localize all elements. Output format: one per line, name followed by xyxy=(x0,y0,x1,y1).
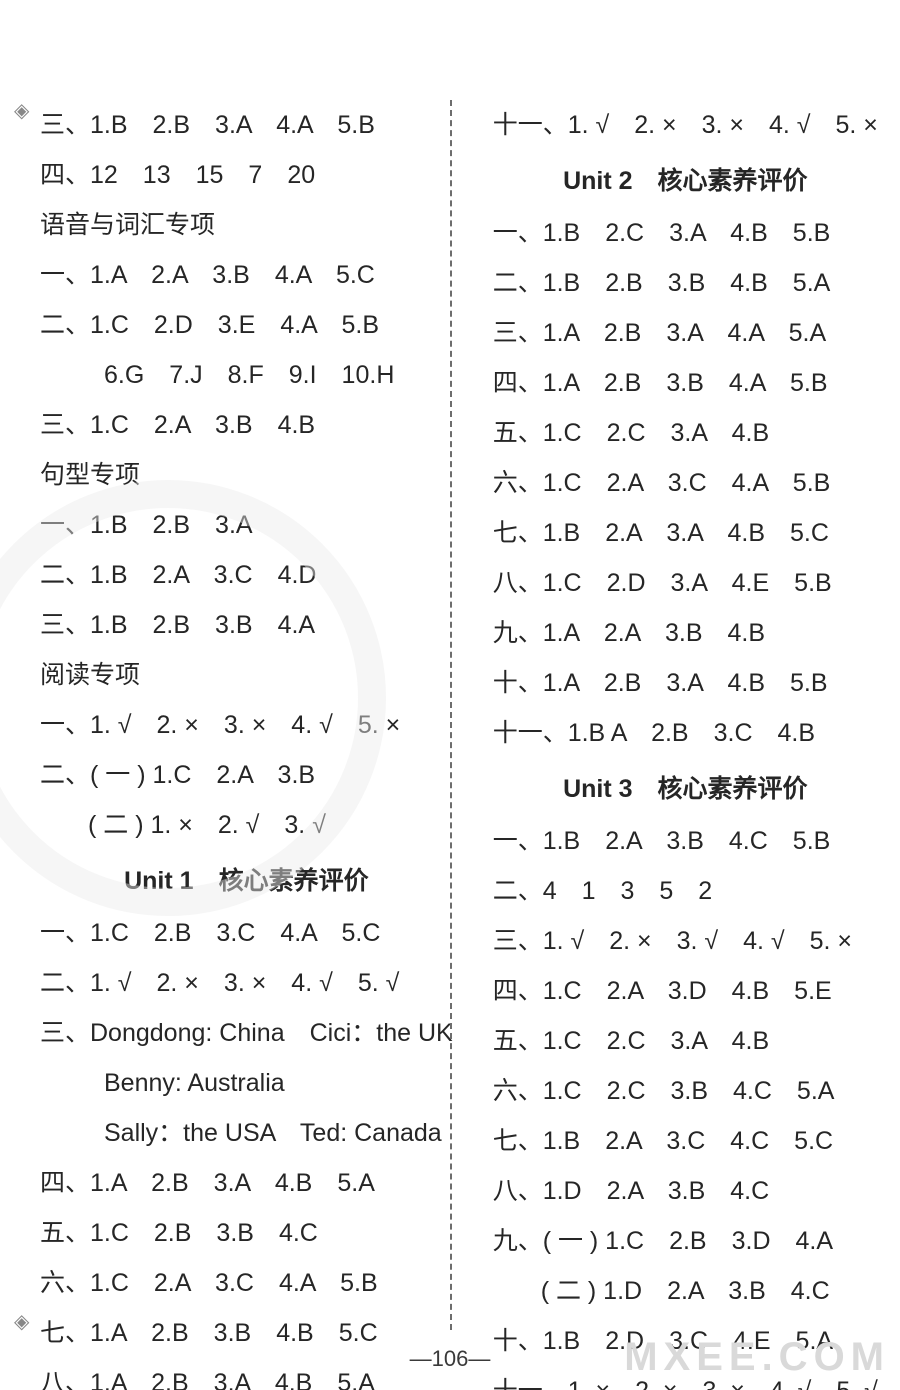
answer-row: 三、1.C 2.A 3.B 4.B xyxy=(40,400,453,450)
answer-row: 七、1.B 2.A 3.C 4.C 5.C xyxy=(493,1116,878,1166)
answer-row: 五、1.C 2.C 3.A 4.B xyxy=(493,1016,878,1066)
answer-row: 九、1.A 2.A 3.B 4.B xyxy=(493,608,878,658)
heading-text: 核心素养评价 xyxy=(194,867,369,895)
answer-row: 六、1.C 2.A 3.C 4.A 5.B xyxy=(40,1258,453,1308)
heading-text: 核心素养评价 xyxy=(633,167,808,195)
answer-row: 八、1.D 2.A 3.B 4.C xyxy=(493,1166,878,1216)
answer-row: 十一、1. √ 2. × 3. × 4. √ 5. × xyxy=(493,100,878,150)
answer-row: Sally：the USA Ted: Canada xyxy=(40,1108,453,1158)
answer-row: 一、1.B 2.A 3.B 4.C 5.B xyxy=(493,816,878,866)
answer-row: 二、( 一 ) 1.C 2.A 3.B xyxy=(40,750,453,800)
answer-row: 三、1.B 2.B 3.B 4.A xyxy=(40,600,453,650)
binding-mark-top: ◈ xyxy=(14,98,29,123)
answer-row: 十、1.A 2.B 3.A 4.B 5.B xyxy=(493,658,878,708)
answer-row: 句型专项 xyxy=(40,450,453,500)
section-heading: Unit 1 核心素养评价 xyxy=(40,856,453,906)
answer-row: 一、1.B 2.C 3.A 4.B 5.B xyxy=(493,208,878,258)
answer-row: 四、12 13 15 7 20 xyxy=(40,150,453,200)
answer-row: 6.G 7.J 8.F 9.I 10.H xyxy=(40,350,453,400)
answer-row: 二、4 1 3 5 2 xyxy=(493,866,878,916)
answer-row: ( 二 ) 1. × 2. √ 3. √ xyxy=(40,800,453,850)
answer-row: 语音与词汇专项 xyxy=(40,200,453,250)
answer-row: 二、1.B 2.B 3.B 4.B 5.A xyxy=(493,258,878,308)
answer-row: 四、1.A 2.B 3.B 4.A 5.B xyxy=(493,358,878,408)
column-divider xyxy=(450,100,452,1330)
right-column: 十一、1. √ 2. × 3. × 4. √ 5. × Unit 2 核心素养评价… xyxy=(471,100,878,1350)
unit-label: Unit 1 xyxy=(124,867,193,895)
answer-row: 一、1.A 2.A 3.B 4.A 5.C xyxy=(40,250,453,300)
answer-row: 三、Dongdong: China Cici：the UK xyxy=(40,1008,453,1058)
answer-row: 十一、1.B A 2.B 3.C 4.B xyxy=(493,708,878,758)
answer-row: 三、1.B 2.B 3.A 4.A 5.B xyxy=(40,100,453,150)
answer-row: 五、1.C 2.B 3.B 4.C xyxy=(40,1208,453,1258)
answer-row: 四、1.C 2.A 3.D 4.B 5.E xyxy=(493,966,878,1016)
answer-row: 三、1. √ 2. × 3. √ 4. √ 5. × xyxy=(493,916,878,966)
answer-row: 六、1.C 2.A 3.C 4.A 5.B xyxy=(493,458,878,508)
answer-row: 一、1.C 2.B 3.C 4.A 5.C xyxy=(40,908,453,958)
binding-mark-bottom: ◈ xyxy=(14,1309,29,1334)
answer-row: 一、1. √ 2. × 3. × 4. √ 5. × xyxy=(40,700,453,750)
answer-row: 二、1.C 2.D 3.E 4.A 5.B xyxy=(40,300,453,350)
answer-row: 七、1.B 2.A 3.A 4.B 5.C xyxy=(493,508,878,558)
answer-row: 二、1.B 2.A 3.C 4.D xyxy=(40,550,453,600)
answer-row: 五、1.C 2.C 3.A 4.B xyxy=(493,408,878,458)
answer-row: 阅读专项 xyxy=(40,650,453,700)
page-number: —106— xyxy=(0,1346,900,1372)
answer-row: Benny: Australia xyxy=(40,1058,453,1108)
section-heading: Unit 2 核心素养评价 xyxy=(493,156,878,206)
section-heading: Unit 3 核心素养评价 xyxy=(493,764,878,814)
answer-row: 八、1.C 2.D 3.A 4.E 5.B xyxy=(493,558,878,608)
left-column: 三、1.B 2.B 3.A 4.A 5.B四、12 13 15 7 20语音与词… xyxy=(40,100,471,1350)
answer-key-page: ◈ ◈ 三、1.B 2.B 3.A 4.A 5.B四、12 13 15 7 20… xyxy=(0,0,900,1390)
unit-label: Unit 2 xyxy=(563,167,632,195)
heading-text: 核心素养评价 xyxy=(633,775,808,803)
answer-row: ( 二 ) 1.D 2.A 3.B 4.C xyxy=(493,1266,878,1316)
answer-row: 九、( 一 ) 1.C 2.B 3.D 4.A xyxy=(493,1216,878,1266)
answer-row: 一、1.B 2.B 3.A xyxy=(40,500,453,550)
unit-label: Unit 3 xyxy=(563,775,632,803)
answer-row: 三、1.A 2.B 3.A 4.A 5.A xyxy=(493,308,878,358)
answer-row: 二、1. √ 2. × 3. × 4. √ 5. √ xyxy=(40,958,453,1008)
answer-row: 六、1.C 2.C 3.B 4.C 5.A xyxy=(493,1066,878,1116)
answer-row: 四、1.A 2.B 3.A 4.B 5.A xyxy=(40,1158,453,1208)
